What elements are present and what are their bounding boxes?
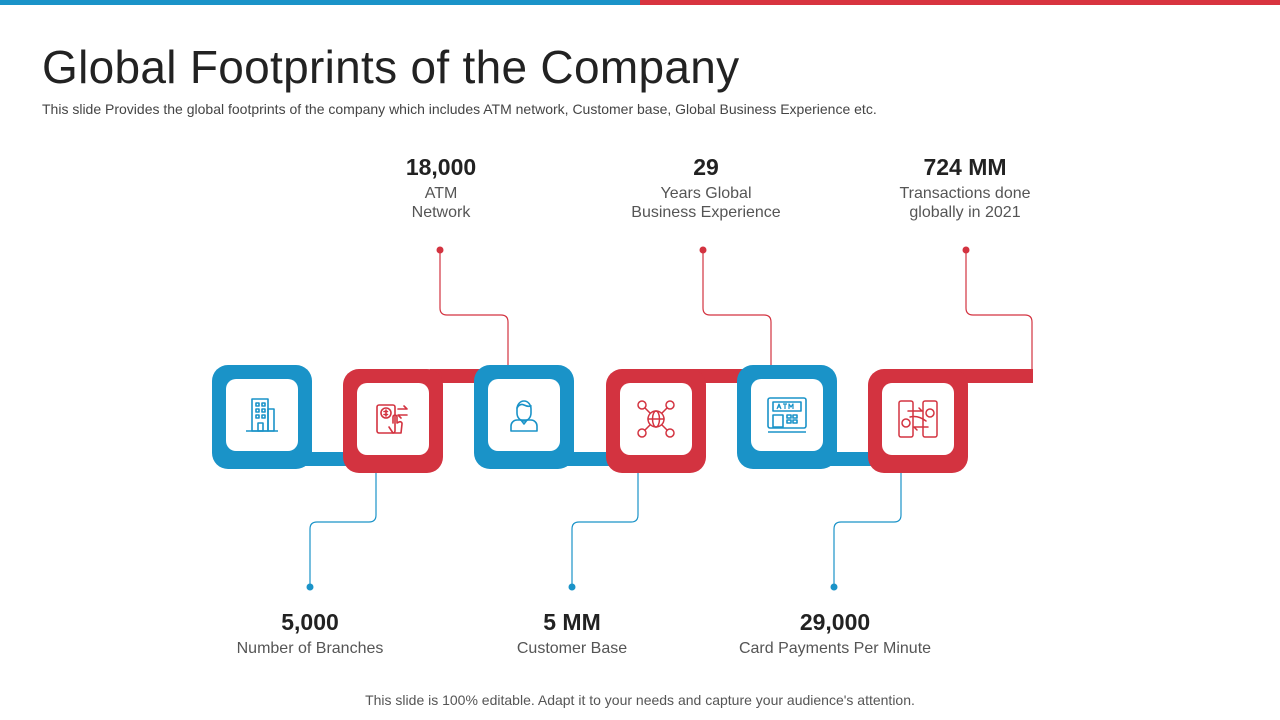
customer-icon xyxy=(510,400,538,432)
connector-transactions xyxy=(965,250,1033,369)
stat-label: Number of Branches xyxy=(236,640,384,657)
tile-inner xyxy=(882,383,954,455)
footer-note: This slide is 100% editable. Adapt it to… xyxy=(365,692,915,708)
connector-card-payments xyxy=(833,470,902,587)
page-subtitle: This slide Provides the global footprint… xyxy=(42,101,877,117)
stat-value: 5 MM xyxy=(543,609,601,635)
card-payment-icon xyxy=(898,400,938,438)
stat-label: Transactions done globally in 2021 xyxy=(899,185,1031,221)
stat-value: 29 xyxy=(693,154,719,180)
tile-card-payment xyxy=(868,369,968,473)
atm-icon xyxy=(767,397,807,433)
dot-customer-base xyxy=(568,583,576,591)
dot-experience xyxy=(699,246,707,254)
stat-value: 5,000 xyxy=(281,609,339,635)
stat-transactions: 724 MM Transactions done globally in 202… xyxy=(845,153,1085,222)
connector-customer-base xyxy=(571,470,639,587)
dot-transactions xyxy=(962,246,970,254)
tile-inner xyxy=(751,379,823,451)
stat-card-payments: 29,000 Card Payments Per Minute xyxy=(715,608,955,658)
stat-value: 724 MM xyxy=(923,154,1007,180)
connector-branches xyxy=(309,470,377,587)
top-accent-bar-red xyxy=(640,0,1280,5)
page-title: Global Footprints of the Company xyxy=(42,41,740,93)
tile-inner xyxy=(488,379,560,451)
stat-business-experience: 29 Years Global Business Experience xyxy=(586,153,826,222)
stat-customer-base: 5 MM Customer Base xyxy=(452,608,692,658)
building-icon xyxy=(246,398,278,432)
stat-atm-network: 18,000 ATM Network xyxy=(321,153,561,222)
band-blue-2 xyxy=(560,452,620,466)
stat-branches: 5,000 Number of Branches xyxy=(190,608,430,658)
band-blue-3 xyxy=(822,452,882,466)
stat-label: Card Payments Per Minute xyxy=(738,640,932,657)
top-accent-bar-blue xyxy=(0,0,640,5)
band-red-3 xyxy=(950,369,1033,383)
tile-money-transfer xyxy=(343,369,443,473)
stat-value: 29,000 xyxy=(799,609,871,635)
dot-branches xyxy=(306,583,314,591)
stat-label: Years Global Business Experience xyxy=(631,185,781,221)
connector-atm-network xyxy=(439,250,509,369)
global-network-icon xyxy=(637,400,675,438)
dot-card-payments xyxy=(830,583,838,591)
stat-label: Customer Base xyxy=(516,640,628,657)
tile-inner xyxy=(620,383,692,455)
dot-atm-network xyxy=(436,246,444,254)
tile-global-network xyxy=(606,369,706,473)
tile-inner xyxy=(357,383,429,455)
stat-value: 18,000 xyxy=(405,154,477,180)
money-transfer-icon xyxy=(376,404,408,434)
tile-building xyxy=(212,365,312,469)
stat-label: ATM Network xyxy=(411,185,471,221)
tile-atm xyxy=(737,365,837,469)
tile-customer xyxy=(474,365,574,469)
connector-experience xyxy=(702,250,772,369)
tile-inner xyxy=(226,379,298,451)
